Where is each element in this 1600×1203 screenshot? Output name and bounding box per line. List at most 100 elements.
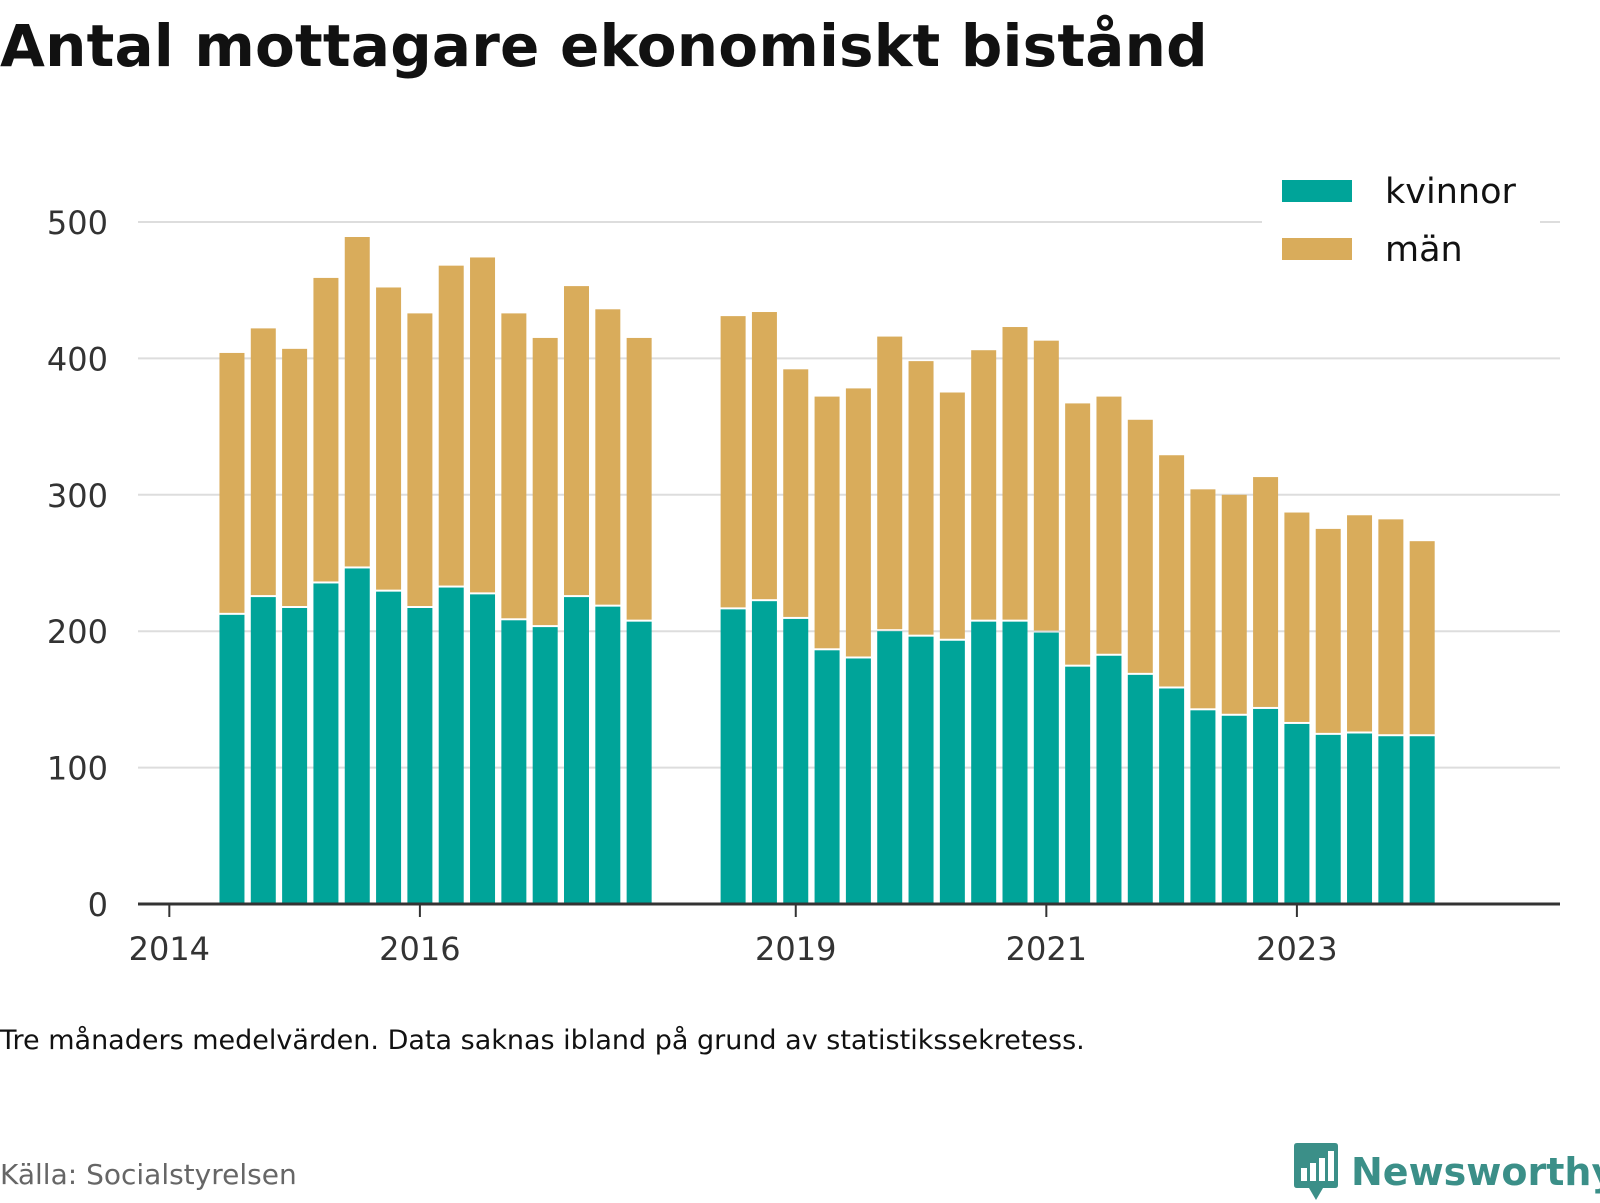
bar-man (1284, 512, 1310, 722)
bar-kvinnor (376, 591, 402, 904)
legend-label: kvinnor (1385, 172, 1516, 212)
bar-kvinnor (595, 606, 621, 904)
stacked-bar-chart: 0 100 200 300 400 500 2014 2016 2019 2021 2023 kv… (47, 172, 1560, 968)
bar-kvinnor (1065, 666, 1091, 904)
bar-man (595, 309, 621, 605)
bar-man (908, 361, 934, 635)
chart-title: Antal mottagare ekonomiskt bistånd (0, 12, 1208, 80)
bar-kvinnor (814, 650, 840, 904)
legend: kvinnor män (1262, 172, 1540, 280)
legend-swatch (1282, 238, 1352, 260)
bar-man (720, 316, 746, 608)
bar-man (1190, 489, 1216, 709)
legend-label: män (1385, 230, 1463, 270)
bar-kvinnor (751, 601, 777, 904)
bar-man (1253, 477, 1279, 707)
bar-kvinnor (1096, 655, 1122, 904)
bar-man (1033, 340, 1059, 631)
bar-kvinnor (845, 658, 871, 904)
bar-kvinnor (877, 631, 903, 904)
bar-man (783, 369, 809, 617)
y-tick-label: 400 (47, 340, 108, 378)
bar-man (407, 313, 433, 607)
bar-kvinnor (282, 608, 308, 904)
brand-name: Newsworthy (1351, 1150, 1600, 1194)
source-label: Källa: Socialstyrelsen (0, 1158, 297, 1191)
bar-man (1315, 528, 1341, 733)
bar-kvinnor (1347, 733, 1373, 904)
bar-kvinnor (1378, 736, 1404, 904)
bar-man (939, 392, 965, 639)
bar-kvinnor (1221, 715, 1247, 904)
bar-man (1347, 515, 1373, 732)
bar-man (1378, 519, 1404, 735)
bar-kvinnor (344, 568, 370, 904)
bar-man (470, 257, 496, 593)
bar-man (751, 312, 777, 600)
bar-kvinnor (1159, 688, 1185, 904)
x-tick-label: 2016 (379, 930, 460, 968)
x-tick-label: 2014 (129, 930, 210, 968)
bar-man (971, 350, 997, 620)
bar-kvinnor (438, 587, 464, 904)
bar-kvinnor (939, 640, 965, 904)
bar-kvinnor (501, 620, 527, 904)
bar-kvinnor (313, 583, 339, 904)
bar-man (814, 396, 840, 649)
bar-kvinnor (407, 608, 433, 904)
bar-man (501, 313, 527, 619)
bar-kvinnor (1284, 723, 1310, 904)
bar-kvinnor (783, 618, 809, 904)
bar-kvinnor (1409, 736, 1435, 904)
bar-man (1065, 403, 1091, 665)
bar-man (1159, 455, 1185, 687)
legend-swatch (1282, 180, 1352, 202)
brand-logo[interactable]: Newsworthy (1293, 1141, 1600, 1203)
bar-kvinnor (219, 614, 245, 904)
bar-kvinnor (470, 594, 496, 904)
bar-man (626, 337, 652, 620)
y-tick-label: 100 (47, 750, 108, 788)
bar-man (1127, 419, 1153, 673)
chart-note: Tre månaders medelvärden. Data saknas ib… (0, 1025, 1085, 1056)
bar-kvinnor (720, 609, 746, 904)
bar-kvinnor (1002, 621, 1028, 904)
bar-man (438, 265, 464, 586)
y-axis: 0 100 200 300 400 500 (47, 204, 108, 924)
bar-kvinnor (1033, 632, 1059, 904)
bar-man (376, 287, 402, 590)
bar-man (877, 336, 903, 630)
y-tick-label: 200 (47, 613, 108, 651)
bar-man (845, 388, 871, 657)
x-tick-label: 2023 (1256, 930, 1337, 968)
bar-man (1096, 396, 1122, 654)
bar-man (1002, 327, 1028, 620)
bar-kvinnor (1190, 710, 1216, 904)
y-tick-label: 0 (88, 886, 108, 924)
bar-kvinnor (908, 636, 934, 904)
bar-man (282, 348, 308, 607)
bar-kvinnor (250, 597, 276, 904)
bar-kvinnor (564, 597, 590, 904)
bars (219, 237, 1435, 904)
bar-man (532, 337, 558, 626)
bar-man (313, 277, 339, 582)
bar-kvinnor (1315, 734, 1341, 904)
bar-kvinnor (1127, 674, 1153, 904)
bar-kvinnor (971, 621, 997, 904)
x-axis: 2014 2016 2019 2021 2023 (129, 902, 1560, 968)
bar-kvinnor (626, 621, 652, 904)
x-tick-label: 2019 (755, 930, 836, 968)
x-tick-label: 2021 (1006, 930, 1087, 968)
y-tick-label: 300 (47, 477, 108, 515)
bar-man (219, 352, 245, 613)
bar-man (1409, 541, 1435, 735)
bar-man (1221, 494, 1247, 714)
bar-kvinnor (532, 627, 558, 904)
y-tick-label: 500 (47, 204, 108, 242)
bar-kvinnor (1253, 708, 1279, 904)
bar-man (250, 328, 276, 596)
newsworthy-chart-bubble-icon (1294, 1143, 1338, 1200)
bar-man (344, 237, 370, 567)
bar-man (564, 286, 590, 596)
